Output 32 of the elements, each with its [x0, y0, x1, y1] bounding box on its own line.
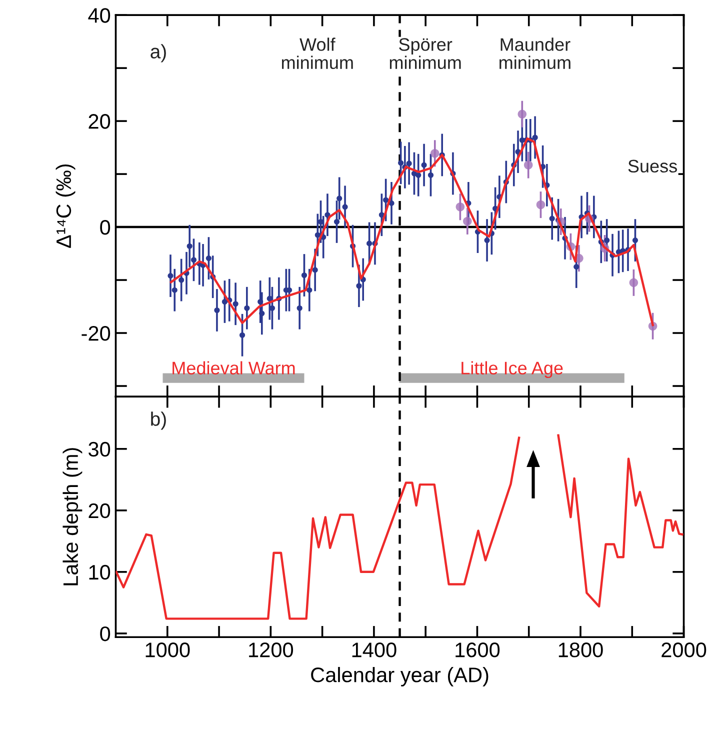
x-tick-label: 1200	[249, 642, 294, 658]
y-axis-title: Δ¹⁴C (‰)	[56, 164, 76, 248]
y-tick-label: 20	[88, 114, 110, 129]
y-tick-label: 0	[100, 626, 110, 642]
x-axis-title: Calendar year (AD)	[311, 666, 488, 686]
y-tick-label: 40	[88, 8, 110, 23]
point	[536, 200, 546, 210]
point	[518, 110, 527, 119]
y-tick-label: -20	[82, 326, 110, 341]
y-axis-title: Lake depth (m)	[62, 448, 82, 586]
point	[430, 148, 440, 158]
annotation: Maunder minimum	[500, 38, 570, 70]
y-tick-label: 0	[100, 220, 110, 235]
y-tick-label: 10	[89, 564, 110, 580]
annotation: Suess	[628, 160, 677, 173]
series-label: Little Ice Age	[462, 361, 563, 378]
x-tick-label: 1000	[146, 642, 190, 658]
point	[463, 216, 472, 226]
annotation: Spörer minimum	[390, 38, 461, 70]
y-tick-label: 30	[88, 442, 110, 457]
point	[524, 160, 533, 170]
point	[629, 278, 638, 288]
annotation: b)	[151, 412, 166, 430]
annotation: Wolf minimum	[282, 38, 353, 70]
x-tick-label: 1400	[352, 642, 396, 658]
x-tick-label: 2000	[662, 642, 706, 658]
point	[456, 202, 465, 212]
annotation: a)	[150, 44, 166, 62]
x-tick-label: 1800	[558, 642, 603, 658]
x-tick-label: 1600	[456, 642, 500, 658]
series-label: Medieval Warm	[172, 361, 295, 374]
y-tick-label: 20	[88, 503, 110, 518]
